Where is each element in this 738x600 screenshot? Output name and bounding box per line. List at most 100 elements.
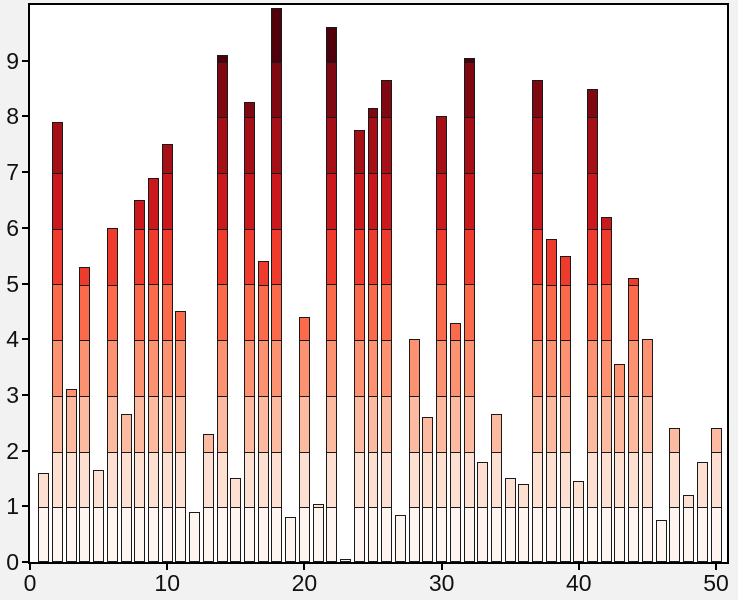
bar-segment: [546, 284, 556, 341]
bar-segment: [354, 340, 364, 396]
bar-segment: [697, 507, 707, 561]
y-tick-label: 9: [6, 47, 19, 74]
y-axis-tick: [22, 393, 28, 396]
bar-segment: [258, 262, 268, 285]
bar-segment: [52, 451, 62, 508]
bar-segment: [299, 317, 309, 341]
bar-segment: [245, 117, 254, 174]
bar-segment: [272, 117, 282, 174]
bar-segment: [94, 471, 104, 508]
bar-segment: [148, 284, 158, 341]
bar: [477, 461, 489, 562]
bar-segment: [107, 228, 117, 285]
bar-segment: [478, 462, 488, 508]
bar-segment: [560, 284, 570, 341]
bar-segment: [437, 395, 447, 452]
y-axis-tick: [22, 505, 28, 508]
bar: [614, 364, 626, 562]
bar-segment: [176, 507, 186, 562]
bar: [51, 121, 63, 562]
bar-segment: [533, 228, 543, 285]
bar-segment: [560, 451, 570, 508]
bar-segment: [52, 507, 62, 561]
bar-segment: [437, 228, 447, 285]
bar-segment: [601, 284, 611, 341]
bar: [340, 559, 352, 562]
y-tick-label: 8: [6, 103, 19, 130]
bar-segment: [121, 451, 131, 508]
bar-segment: [423, 418, 433, 452]
bar-segment: [601, 451, 611, 508]
bar: [600, 216, 612, 562]
bar-segment: [162, 340, 172, 396]
bar-segment: [697, 462, 707, 508]
bar-segment: [368, 340, 378, 396]
x-axis-tick: [29, 564, 31, 570]
bar-segment: [656, 521, 666, 562]
bar: [175, 311, 187, 562]
bar-segment: [629, 340, 639, 396]
bar-segment: [574, 507, 584, 562]
bar-segment: [574, 482, 584, 508]
bar: [257, 261, 269, 562]
bar: [641, 339, 653, 562]
bar-segment: [217, 61, 227, 118]
bar-segment: [272, 507, 282, 561]
bar: [532, 80, 544, 562]
bar: [436, 116, 448, 562]
bar-segment: [533, 117, 543, 174]
bar-segment: [39, 507, 49, 561]
y-tick-label: 2: [6, 437, 19, 464]
bar-segment: [135, 284, 145, 341]
bar-segment: [245, 507, 254, 562]
bar-segment: [588, 451, 598, 508]
bar: [381, 80, 393, 562]
bar: [202, 433, 214, 562]
y-tick-label: 6: [6, 214, 19, 241]
bar-segment: [148, 395, 158, 452]
bar-segment: [615, 451, 625, 508]
bar-segment: [66, 395, 76, 452]
bar-segment: [450, 451, 460, 508]
bar-segment: [560, 395, 570, 452]
bar-segment: [711, 507, 721, 562]
bar-segment: [66, 390, 76, 396]
bar-segment: [217, 284, 227, 341]
bar: [79, 266, 91, 562]
bar-segment: [245, 284, 254, 341]
bar: [628, 277, 640, 562]
bar-segment: [341, 560, 351, 562]
bar-segment: [272, 395, 282, 452]
bar-segment: [409, 507, 419, 562]
x-tick-label: 20: [291, 570, 318, 596]
bar: [120, 414, 132, 562]
bar-segment: [588, 173, 598, 229]
bar-segment: [217, 228, 227, 285]
bar: [367, 108, 379, 562]
bar-segment: [588, 89, 598, 118]
bar-segment: [519, 507, 529, 562]
bar-segment: [52, 122, 62, 174]
bar-segment: [135, 451, 145, 508]
bar-segment: [437, 451, 447, 508]
x-tick-label: 40: [566, 570, 592, 596]
bar-segment: [190, 512, 200, 561]
bar-segment: [450, 395, 460, 452]
bar-segment: [505, 507, 515, 562]
x-axis-tick: [303, 564, 306, 570]
bar-segment: [135, 507, 145, 561]
bar-segment: [382, 340, 392, 396]
bar-segment: [299, 451, 309, 508]
bar-segment: [327, 28, 337, 62]
bar-segment: [533, 340, 543, 396]
bar-segment: [80, 284, 90, 341]
bar-segment: [437, 117, 447, 174]
x-axis-tick: [440, 564, 443, 570]
bar-segment: [203, 507, 213, 561]
bar: [271, 7, 283, 562]
bar-segment: [217, 173, 227, 229]
bar-segment: [464, 58, 474, 62]
bar: [449, 322, 461, 562]
bar-segment: [395, 515, 405, 561]
bar-segment: [464, 284, 474, 341]
